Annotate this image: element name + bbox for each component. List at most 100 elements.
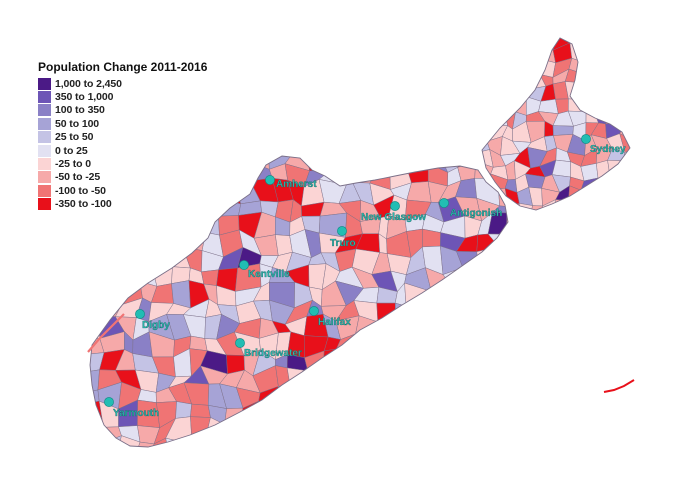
subdivision-area bbox=[616, 173, 630, 195]
subdivision-area bbox=[372, 441, 390, 447]
subdivision-area bbox=[311, 405, 327, 425]
subdivision-area bbox=[252, 452, 275, 473]
subdivision-area bbox=[471, 416, 495, 444]
subdivision-area bbox=[457, 321, 482, 339]
subdivision-area bbox=[459, 282, 481, 310]
subdivision-area bbox=[134, 215, 157, 239]
subdivision-area bbox=[620, 68, 630, 86]
subdivision-area bbox=[90, 263, 105, 291]
subdivision-area bbox=[455, 452, 480, 473]
subdivision-area bbox=[632, 174, 647, 194]
subdivision-area bbox=[629, 161, 630, 178]
subdivision-area bbox=[405, 305, 429, 325]
subdivision-area bbox=[335, 433, 362, 447]
subdivision-area bbox=[289, 384, 312, 407]
subdivision-area bbox=[118, 265, 141, 285]
subdivision-area bbox=[506, 231, 508, 248]
subdivision-area bbox=[471, 271, 494, 283]
subdivision-area bbox=[240, 156, 255, 167]
subdivision-area bbox=[115, 218, 139, 240]
subdivision-area bbox=[319, 156, 345, 172]
subdivision-area bbox=[291, 416, 313, 442]
subdivision-area bbox=[568, 198, 587, 210]
subdivision-area bbox=[221, 156, 243, 167]
subdivision-area bbox=[209, 183, 226, 206]
legend-item: -350 to -100 bbox=[38, 198, 207, 211]
subdivision-area bbox=[482, 55, 492, 78]
subdivision-area bbox=[437, 353, 457, 378]
subdivision-area bbox=[473, 332, 495, 357]
subdivision-area bbox=[635, 71, 647, 86]
subdivision-area bbox=[428, 317, 448, 335]
subdivision-area bbox=[199, 443, 227, 447]
subdivision-area bbox=[374, 458, 393, 473]
subdivision-area bbox=[403, 356, 426, 373]
city-marker-halifax bbox=[309, 306, 319, 316]
legend-swatch bbox=[38, 104, 51, 117]
subdivision-area bbox=[441, 334, 459, 358]
legend-swatch bbox=[38, 184, 51, 197]
subdivision-area bbox=[488, 434, 508, 447]
subdivision-area bbox=[604, 187, 626, 208]
subdivision-area bbox=[504, 404, 508, 427]
subdivision-area bbox=[358, 421, 376, 443]
legend-label: -100 to -50 bbox=[55, 184, 106, 197]
subdivision-area bbox=[201, 269, 219, 286]
subdivision-area bbox=[475, 406, 496, 418]
subdivision-area bbox=[302, 416, 327, 442]
subdivision-area bbox=[90, 306, 101, 317]
subdivision-area bbox=[98, 251, 122, 267]
city-label-digby: Digby bbox=[142, 320, 170, 331]
subdivision-area bbox=[515, 60, 532, 75]
subdivision-area bbox=[425, 406, 447, 427]
subdivision-area bbox=[152, 451, 173, 473]
subdivision-area bbox=[624, 110, 630, 125]
subdivision-area bbox=[631, 108, 647, 124]
subdivision-area bbox=[629, 38, 630, 51]
subdivision-area bbox=[590, 44, 612, 64]
city-marker-kentville bbox=[239, 260, 249, 270]
subdivision-area bbox=[90, 251, 101, 265]
legend-item: 50 to 100 bbox=[38, 117, 207, 130]
subdivision-area bbox=[488, 314, 508, 343]
legend-label: -350 to -100 bbox=[55, 198, 112, 211]
subdivision-area bbox=[224, 419, 242, 444]
subdivision-area bbox=[428, 436, 444, 447]
subdivision-area bbox=[391, 366, 410, 395]
subdivision-area bbox=[335, 416, 361, 443]
subdivision-area bbox=[505, 335, 508, 359]
subdivision-area bbox=[387, 317, 411, 338]
subdivision-area bbox=[428, 304, 446, 325]
subdivision-area bbox=[516, 212, 531, 230]
subdivision-area bbox=[504, 424, 508, 440]
subdivision-area bbox=[462, 406, 484, 418]
subdivision-area bbox=[580, 163, 599, 182]
legend-swatch bbox=[38, 158, 51, 171]
subdivision-area bbox=[526, 42, 541, 62]
subdivision-area bbox=[491, 44, 507, 62]
subdivision-area bbox=[523, 231, 545, 249]
subdivision-area bbox=[335, 348, 358, 374]
subdivision-area bbox=[523, 288, 545, 301]
legend-label: 25 to 50 bbox=[55, 131, 94, 144]
subdivision-area bbox=[608, 176, 620, 189]
subdivision-area bbox=[269, 439, 295, 447]
subdivision-area bbox=[608, 38, 624, 51]
city-label-truro: Truro bbox=[330, 238, 356, 249]
subdivision-area bbox=[100, 214, 125, 240]
subdivision-area bbox=[585, 212, 595, 229]
city-label-yarmouth: Yarmouth bbox=[113, 408, 159, 419]
subdivision-area bbox=[623, 100, 630, 112]
subdivision-area bbox=[387, 334, 406, 358]
subdivision-area bbox=[302, 440, 328, 447]
subdivision-area bbox=[473, 348, 495, 371]
subdivision-area bbox=[323, 348, 348, 374]
subdivision-area bbox=[487, 114, 508, 126]
subdivision-area bbox=[488, 38, 506, 46]
subdivision-area bbox=[317, 407, 342, 425]
subdivision-area bbox=[240, 419, 261, 439]
subdivision-area bbox=[522, 314, 545, 335]
subdivision-area bbox=[90, 213, 106, 233]
subdivision-area bbox=[526, 353, 545, 377]
